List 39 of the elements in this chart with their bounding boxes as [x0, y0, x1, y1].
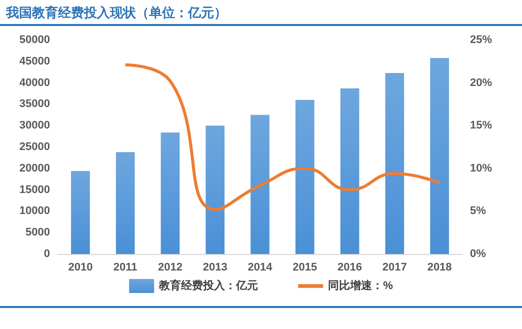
x-tick-label: 2014: [248, 262, 274, 274]
y-tick-label: 15000: [19, 184, 50, 196]
bar: [430, 58, 449, 254]
bar: [295, 100, 314, 254]
bar: [71, 170, 90, 254]
y-tick-label: 30000: [19, 120, 50, 132]
y2-tick-label: 0%: [470, 248, 486, 260]
y2-tick-label: 25%: [470, 34, 492, 46]
x-tick-label: 2016: [338, 262, 362, 274]
y-tick-label: 25000: [19, 141, 50, 153]
x-tick-label: 2011: [113, 262, 138, 274]
bar: [206, 126, 225, 254]
x-tick-label: 2010: [68, 262, 93, 274]
bar: [250, 114, 270, 254]
chart-title: 我国教育经费投入现状（单位：亿元）: [6, 4, 227, 22]
y-tick-label: 45000: [19, 55, 50, 68]
bar: [116, 152, 135, 254]
x-tick-label: 2012: [158, 262, 182, 274]
x-tick-label: 2015: [292, 262, 318, 274]
y2-tick-label: 15%: [470, 120, 492, 132]
y-tick-label: 10000: [19, 205, 50, 218]
y2-tick-label: 5%: [470, 205, 486, 218]
y-tick-label: 50000: [19, 34, 50, 46]
x-tick-label: 2018: [427, 262, 452, 274]
y-tick-label: 35000: [19, 98, 50, 110]
y-tick-label: 0: [44, 248, 50, 260]
y2-tick-label: 10%: [470, 162, 492, 174]
x-tick-label: 2013: [202, 262, 228, 274]
y-tick-label: 20000: [19, 162, 50, 174]
y-tick-label: 40000: [19, 76, 50, 89]
bar: [160, 132, 180, 254]
legend-label: 教育经费投入：亿元: [158, 279, 258, 292]
y-tick-label: 5000: [26, 226, 50, 239]
line-series: [124, 63, 442, 211]
bar: [340, 88, 360, 254]
x-tick-label: 2017: [382, 262, 407, 274]
bar: [385, 72, 404, 254]
legend-label: 同比增速：%: [328, 279, 394, 292]
y2-tick-label: 20%: [470, 76, 492, 89]
